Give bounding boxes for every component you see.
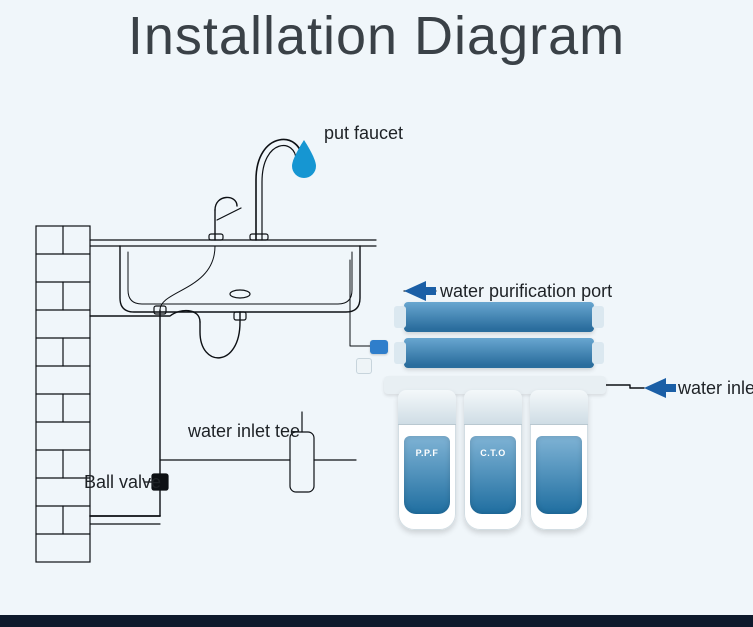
arrow-water-inlet bbox=[644, 378, 666, 398]
top-cartridge bbox=[404, 338, 594, 368]
water-drop-icon bbox=[290, 140, 318, 178]
filter-cartridge bbox=[530, 390, 588, 530]
schematic-lines bbox=[0, 0, 753, 627]
filter-label: P.P.F bbox=[416, 448, 439, 458]
inlet-valve bbox=[370, 340, 388, 354]
label-ball-valve: Ball valve bbox=[84, 472, 161, 493]
top-cartridge bbox=[404, 302, 594, 332]
label-put-faucet: put faucet bbox=[324, 123, 403, 144]
diagram-canvas: Installation Diagram P.P.F C.T.O put fauc… bbox=[0, 0, 753, 627]
label-water-inlet-tee: water inlet tee bbox=[188, 421, 300, 442]
cartridge-cap bbox=[592, 342, 604, 364]
tube-joint bbox=[356, 358, 372, 374]
cartridge-cap bbox=[394, 306, 406, 328]
filter-cartridge: C.T.O bbox=[464, 390, 522, 530]
arrow-purification-port bbox=[404, 281, 426, 301]
cartridge-cap bbox=[592, 306, 604, 328]
filter-cartridge: P.P.F bbox=[398, 390, 456, 530]
filter-label: C.T.O bbox=[480, 448, 506, 458]
page-title: Installation Diagram bbox=[0, 5, 753, 67]
cartridge-cap bbox=[394, 342, 406, 364]
label-purification-port: water purification port bbox=[440, 281, 612, 302]
label-water-inlet: water inlet bbox=[678, 378, 753, 399]
footer-strip bbox=[0, 615, 753, 627]
